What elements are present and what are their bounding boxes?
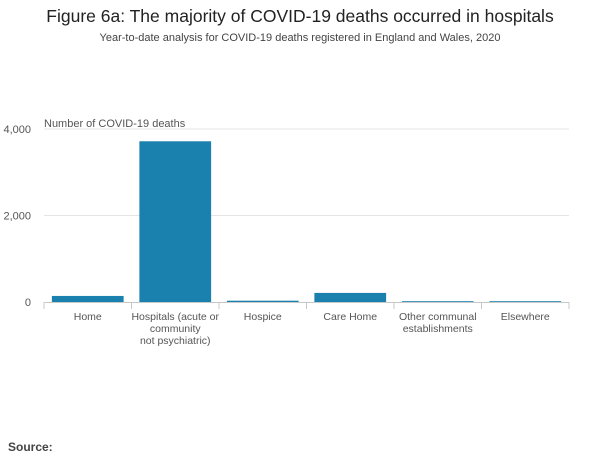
bar xyxy=(314,292,387,302)
x-tick-label: Elsewhere xyxy=(501,311,550,323)
chart-title: Figure 6a: The majority of COVID-19 deat… xyxy=(46,6,554,26)
chart-subtitle: Year-to-date analysis for COVID-19 death… xyxy=(99,32,501,44)
x-tick-label: Other communal establishments xyxy=(399,311,477,335)
x-tick-label: Hospitals (acute or community not psychiat… xyxy=(131,311,219,347)
y-tick-label: 0 xyxy=(25,297,31,309)
x-tick-label: Home xyxy=(74,311,102,323)
bars xyxy=(51,141,562,302)
bar xyxy=(489,301,562,302)
axes: 0 2,000 4,000 Home Hospitals (acute or commun… xyxy=(3,124,570,347)
y-tick-label: 2,000 xyxy=(3,211,31,223)
y-axis-label: Number of COVID-19 deaths xyxy=(44,118,186,130)
bar xyxy=(139,141,212,302)
source-label: Source: xyxy=(8,440,53,454)
x-tick-label: Hospice xyxy=(244,311,282,323)
gridlines xyxy=(44,128,569,216)
bar xyxy=(226,300,299,302)
bar xyxy=(51,295,124,302)
bar xyxy=(401,301,474,302)
x-tick-label: Care Home xyxy=(323,311,377,323)
y-tick-label: 4,000 xyxy=(3,124,31,136)
